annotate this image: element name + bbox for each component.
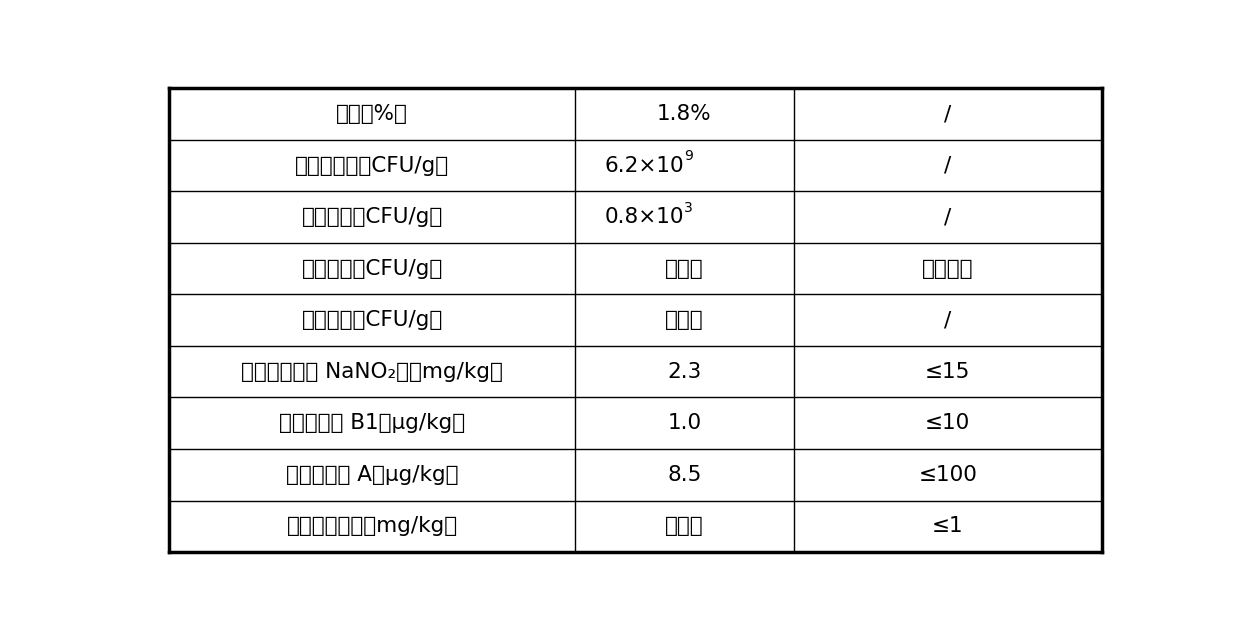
Text: 赭曲霍毒素 A（μg/kg）: 赭曲霍毒素 A（μg/kg） bbox=[286, 465, 459, 485]
Text: 沙门氏菌（CFU/g）: 沙门氏菌（CFU/g） bbox=[301, 259, 443, 278]
Text: 0.8×10: 0.8×10 bbox=[605, 207, 684, 227]
Text: 不得检出: 不得检出 bbox=[923, 259, 973, 278]
Text: 植物乳杆菌（CFU/g）: 植物乳杆菌（CFU/g） bbox=[295, 155, 449, 176]
Text: ≤10: ≤10 bbox=[925, 413, 971, 433]
Text: 乳酸（%）: 乳酸（%） bbox=[336, 104, 408, 124]
Text: 8.5: 8.5 bbox=[667, 465, 702, 485]
Text: 未检出: 未检出 bbox=[665, 259, 704, 278]
Text: 黄曲霍毒素 B1（μg/kg）: 黄曲霍毒素 B1（μg/kg） bbox=[279, 413, 465, 433]
Text: 大肠杆菌（CFU/g）: 大肠杆菌（CFU/g） bbox=[301, 207, 443, 227]
Text: 亚硒酸盐（以 NaNO₂计，mg/kg）: 亚硒酸盐（以 NaNO₂计，mg/kg） bbox=[242, 362, 503, 382]
Text: /: / bbox=[944, 310, 951, 330]
Text: 1.0: 1.0 bbox=[667, 413, 702, 433]
Text: /: / bbox=[944, 155, 951, 176]
Text: 6.2×10: 6.2×10 bbox=[605, 155, 684, 176]
Text: 未检出: 未检出 bbox=[665, 516, 704, 536]
Text: 3: 3 bbox=[684, 201, 693, 215]
Text: ≤1: ≤1 bbox=[932, 516, 963, 536]
Text: ≤100: ≤100 bbox=[919, 465, 977, 485]
Text: 未检出: 未检出 bbox=[665, 310, 704, 330]
Text: 2.3: 2.3 bbox=[667, 362, 702, 382]
Text: /: / bbox=[944, 207, 951, 227]
Text: 志贺氏菌（CFU/g）: 志贺氏菌（CFU/g） bbox=[301, 310, 443, 330]
Text: ≤15: ≤15 bbox=[925, 362, 971, 382]
Text: 玉米赤霍烯酮（mg/kg）: 玉米赤霍烯酮（mg/kg） bbox=[286, 516, 458, 536]
Text: /: / bbox=[944, 104, 951, 124]
Text: 1.8%: 1.8% bbox=[657, 104, 712, 124]
Text: 9: 9 bbox=[684, 149, 693, 164]
